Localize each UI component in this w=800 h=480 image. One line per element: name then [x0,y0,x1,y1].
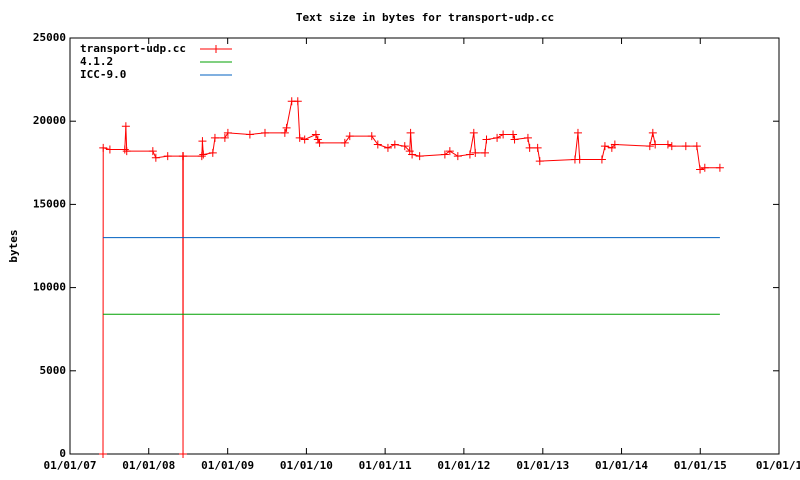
point-marker [208,148,217,157]
point-marker [575,155,584,164]
point-marker [345,132,354,141]
legend-marker [212,45,220,53]
point-marker [400,142,409,151]
point-marker [663,140,672,149]
point-marker [523,133,532,142]
x-tick-label: 01/01/1 [756,459,800,472]
point-marker [163,152,172,161]
point-marker [311,130,320,139]
point-marker [223,128,232,137]
point-marker [573,128,582,137]
point-marker [390,140,399,149]
point-marker [533,143,542,152]
point-marker [300,135,309,144]
point-marker [469,128,478,137]
point-marker [121,122,130,131]
point-marker [681,142,690,151]
point-marker [600,142,609,151]
point-marker [179,450,188,458]
point-marker [340,138,349,147]
point-marker [210,133,219,142]
point-marker [597,155,606,164]
point-marker [715,163,724,172]
point-marker [510,135,519,144]
y-tick-label: 5000 [40,364,67,377]
point-marker [260,128,269,137]
point-marker [415,152,424,161]
point-marker [245,130,254,139]
point-marker [105,145,114,154]
point-marker [445,147,454,156]
point-marker [313,135,322,144]
point-marker [408,150,417,159]
x-tick-label: 01/01/15 [674,459,727,472]
point-marker [453,152,462,161]
point-marker [383,143,392,152]
chart-title: Text size in bytes for transport-udp.cc [296,11,554,24]
point-marker [648,128,657,137]
point-marker [696,165,705,174]
point-marker [293,97,302,106]
point-marker [373,140,382,149]
y-tick-label: 25000 [33,31,66,44]
point-marker [315,138,324,147]
plot-frame [69,37,780,455]
legend-label: ICC-9.0 [80,68,126,81]
point-marker [280,128,289,137]
point-marker [198,137,207,146]
y-tick-label: 10000 [33,281,66,294]
point-marker [482,135,491,144]
x-tick-label: 01/01/14 [595,459,648,472]
point-marker [367,132,376,141]
point-marker [179,152,188,161]
point-marker [493,133,502,142]
point-marker [151,153,160,162]
point-marker [509,130,518,139]
point-marker [525,143,534,152]
point-marker [406,128,415,137]
point-marker [471,148,480,157]
x-tick-label: 01/01/11 [359,459,412,472]
point-marker [499,130,508,139]
point-marker [148,147,157,156]
x-tick-label: 01/01/07 [44,459,97,472]
point-marker [645,142,654,151]
point-marker [295,133,304,142]
point-marker [651,140,660,149]
point-marker [282,123,291,132]
point-marker [197,152,206,161]
x-tick-label: 01/01/08 [122,459,175,472]
y-tick-label: 20000 [33,114,66,127]
y-axis-label: bytes [7,229,20,262]
legend-label: 4.1.2 [80,55,113,68]
y-tick-label: 15000 [33,197,66,210]
point-marker [120,145,129,154]
point-marker [122,147,131,156]
point-marker [692,142,701,151]
point-marker [440,150,449,159]
legend-label: transport-udp.cc [80,42,186,55]
y-tick-label: 0 [59,447,66,460]
point-marker [220,133,229,142]
x-tick-label: 01/01/10 [280,459,333,472]
point-marker [535,157,544,166]
point-marker [99,450,108,458]
point-marker [481,148,490,157]
point-marker [199,150,208,159]
x-tick-label: 01/01/13 [516,459,569,472]
point-marker [700,163,709,172]
point-marker [99,143,108,152]
x-tick-label: 01/01/12 [437,459,490,472]
point-marker [610,140,619,149]
point-marker [667,142,676,151]
x-tick-label: 01/01/09 [201,459,254,472]
point-marker [465,150,474,159]
